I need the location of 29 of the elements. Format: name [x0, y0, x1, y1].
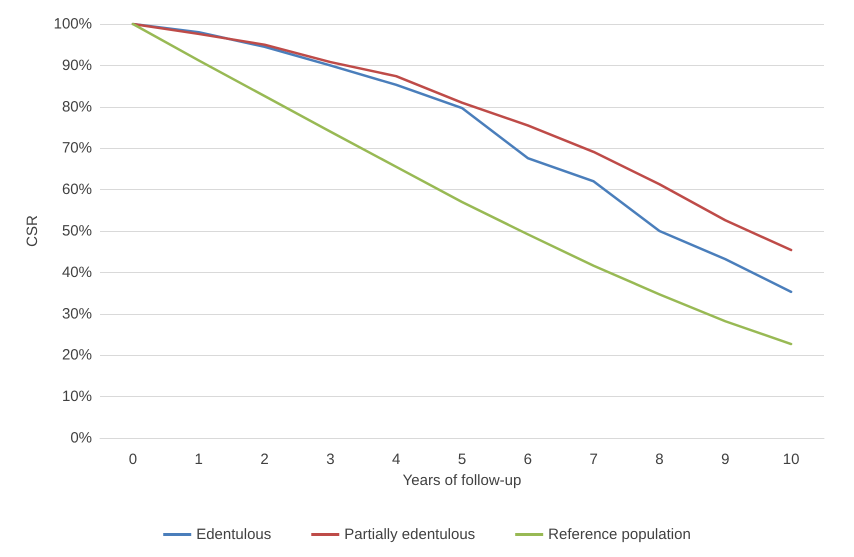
x-tick-label: 3	[326, 451, 335, 468]
x-tick-label: 7	[589, 451, 598, 468]
y-tick-label: 90%	[62, 56, 92, 74]
x-tick-label: 10	[782, 451, 800, 468]
x-axis-title: Years of follow-up	[402, 472, 522, 489]
x-tick-label: 9	[721, 451, 730, 468]
y-tick-label: 30%	[62, 305, 92, 322]
y-axis-title: CSR	[24, 215, 41, 247]
x-tick-label: 6	[524, 451, 532, 468]
x-tick-label: 8	[655, 451, 664, 468]
y-tick-label: 20%	[62, 346, 92, 364]
y-tick-label: 0%	[70, 430, 92, 446]
legend-label: Reference population	[548, 526, 691, 543]
y-tick-label: 10%	[62, 388, 92, 406]
x-tick-label: 2	[260, 451, 269, 468]
y-tick-label: 60%	[62, 181, 92, 198]
y-tick-label: 50%	[62, 222, 92, 240]
y-tick-label: 100%	[54, 16, 92, 32]
y-tick-label: 80%	[62, 98, 92, 116]
y-tick-label: 70%	[62, 140, 92, 157]
legend-label: Partially edentulous	[344, 526, 476, 543]
y-tick-label: 40%	[62, 264, 92, 281]
x-tick-label: 5	[458, 451, 466, 468]
x-tick-label: 0	[128, 451, 138, 468]
line-series	[132, 22, 792, 252]
x-tick-label: 4	[392, 451, 400, 468]
x-tick-label: 1	[194, 451, 203, 468]
legend-label: Edentulous	[196, 526, 272, 543]
line-series	[132, 22, 792, 346]
